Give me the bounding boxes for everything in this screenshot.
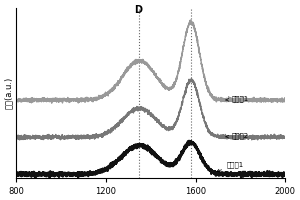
Y-axis label: 强度(a.u.): 强度(a.u.) — [4, 77, 13, 109]
Text: 实施奡1: 实施奡1 — [226, 96, 249, 102]
Text: 实施奡2: 实施奡2 — [226, 133, 249, 139]
Text: D: D — [134, 5, 142, 15]
Text: 对比奡1: 对比奡1 — [217, 161, 244, 172]
